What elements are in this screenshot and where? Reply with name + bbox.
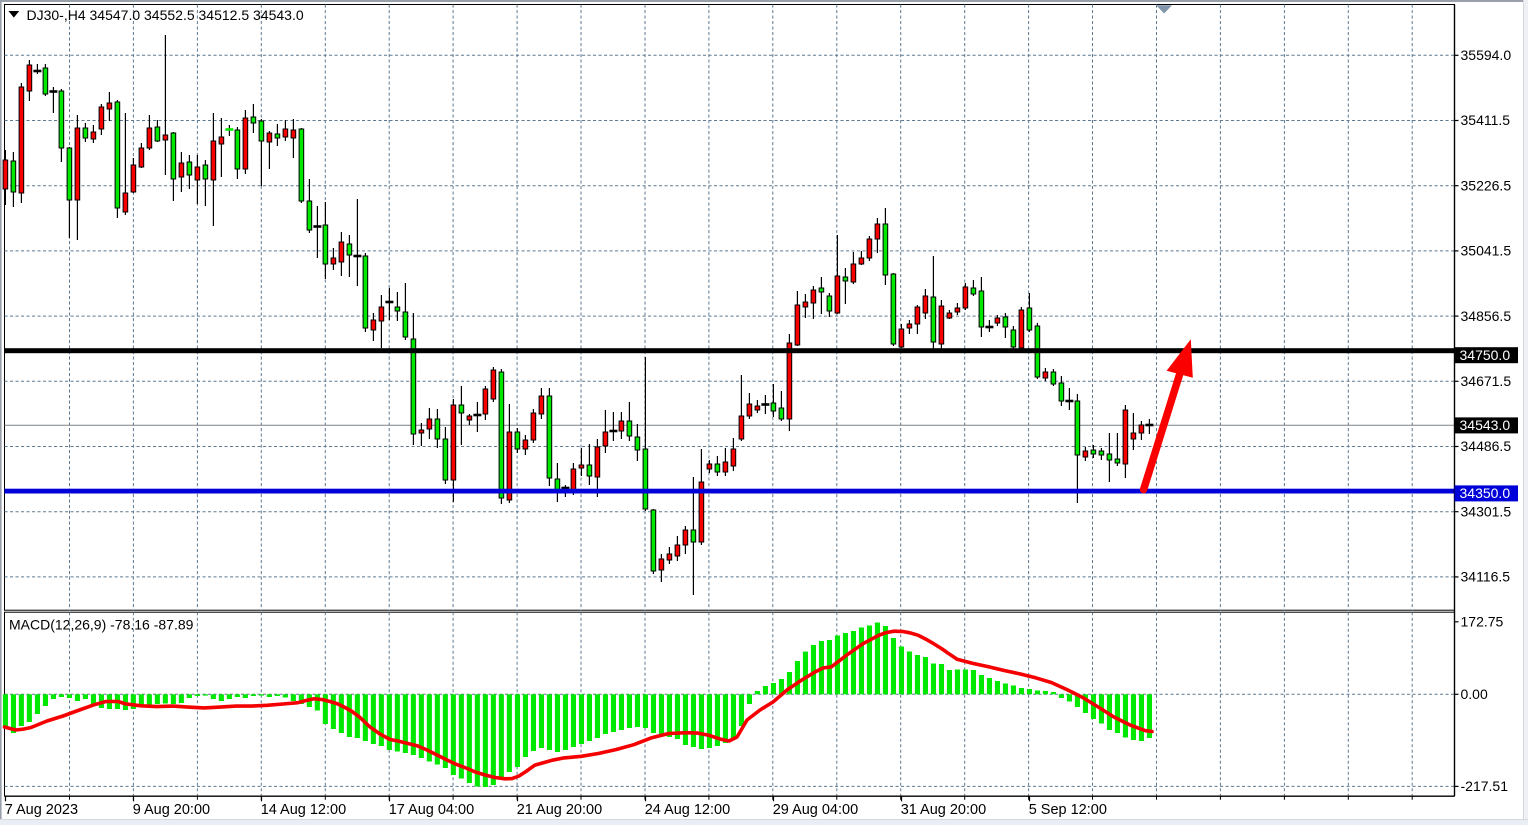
svg-text:35594.0: 35594.0 (1461, 47, 1512, 63)
svg-text:34116.5: 34116.5 (1461, 569, 1511, 585)
svg-text:35041.5: 35041.5 (1461, 243, 1512, 259)
svg-text:34301.5: 34301.5 (1461, 503, 1512, 519)
svg-text:MACD(12,26,9) -78.16 -87.89: MACD(12,26,9) -78.16 -87.89 (9, 617, 194, 633)
svg-text:34856.5: 34856.5 (1461, 308, 1512, 324)
svg-text:DJ30-,H4 34547.0 34552.5 3451: DJ30-,H4 34547.0 34552.5 34512.5 34543.0 (27, 7, 304, 23)
svg-text:9 Aug 20:00: 9 Aug 20:00 (133, 802, 210, 818)
svg-text:21 Aug 20:00: 21 Aug 20:00 (517, 802, 602, 818)
svg-text:34486.5: 34486.5 (1461, 438, 1512, 454)
svg-text:35411.5: 35411.5 (1461, 112, 1511, 128)
svg-text:14 Aug 12:00: 14 Aug 12:00 (261, 802, 346, 818)
svg-text:34543.0: 34543.0 (1460, 417, 1511, 433)
svg-text:7 Aug 2023: 7 Aug 2023 (5, 802, 78, 818)
svg-text:5 Sep 12:00: 5 Sep 12:00 (1029, 802, 1107, 818)
svg-text:29 Aug 04:00: 29 Aug 04:00 (773, 802, 858, 818)
svg-text:-217.51: -217.51 (1461, 778, 1509, 794)
svg-text:31 Aug 20:00: 31 Aug 20:00 (901, 802, 986, 818)
svg-text:172.75: 172.75 (1461, 614, 1504, 630)
svg-text:24 Aug 12:00: 24 Aug 12:00 (645, 802, 730, 818)
svg-text:0.00: 0.00 (1461, 686, 1488, 702)
svg-text:35226.5: 35226.5 (1461, 177, 1512, 193)
svg-text:17 Aug 04:00: 17 Aug 04:00 (389, 802, 474, 818)
svg-text:34750.0: 34750.0 (1460, 347, 1511, 363)
svg-text:34350.0: 34350.0 (1460, 485, 1511, 501)
svg-text:34671.5: 34671.5 (1461, 373, 1512, 389)
